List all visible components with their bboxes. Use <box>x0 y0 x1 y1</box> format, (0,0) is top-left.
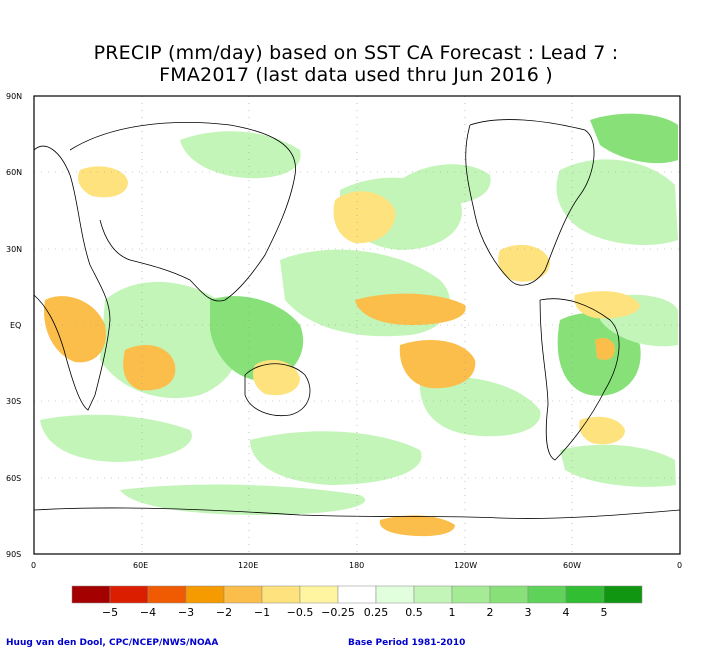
wet-region-north-pacific <box>400 164 491 205</box>
dry-region-north-america <box>498 244 550 282</box>
colorbar-swatch <box>375 585 415 604</box>
graticule <box>34 96 680 554</box>
footer-credit: Huug van den Dool, CPC/NCEP/NWS/NOAA <box>6 638 219 648</box>
lon-label-0-right: 0 <box>677 561 682 570</box>
longitude-labels: 0 60E 120E 180 120W 60W 0 <box>31 561 682 570</box>
wet-region-southern-ocean-4 <box>560 444 676 487</box>
colorbar-swatch <box>147 585 187 604</box>
colorbar-label: −5 <box>102 606 118 619</box>
lon-label-180: 180 <box>349 561 364 570</box>
lon-label-120w: 120W <box>454 561 477 570</box>
lat-label-90n: 90N <box>6 92 22 101</box>
lat-label-30s: 30S <box>6 397 21 406</box>
colorbar-swatch <box>413 585 453 604</box>
map-title-line-1: PRECIP (mm/day) based on SST CA Forecast… <box>93 42 619 64</box>
colorbar-swatch <box>223 585 263 604</box>
colorbar-swatch <box>603 585 643 604</box>
dry-region-east-pacific-north <box>355 293 466 325</box>
colorbar-label: 1 <box>449 606 456 619</box>
dry-region-atlantic <box>574 291 640 319</box>
colorbar-swatch <box>527 585 567 604</box>
wet-region-antarctic-fringe <box>120 484 366 515</box>
anomaly-shading <box>40 113 678 537</box>
coastline-south-america <box>539 298 620 461</box>
dry-region-australia <box>253 359 300 396</box>
colorbar-label: 0.25 <box>364 606 389 619</box>
dry-region-eurasia <box>78 166 128 198</box>
lon-label-60e: 60E <box>133 561 148 570</box>
map-title-line-2: FMA2017 (last data used thru Jun 2016 ) <box>159 64 553 86</box>
colorbar-swatch <box>71 585 111 604</box>
colorbar-swatch <box>261 585 301 604</box>
wet-region-southern-ocean-2 <box>250 431 422 485</box>
dry-region-brazil <box>595 338 615 360</box>
wet-region-southern-ocean-3 <box>419 376 541 437</box>
colorbar-label: 3 <box>525 606 532 619</box>
wet-region-maritime-continent <box>210 296 304 381</box>
dry-region-indian-ocean <box>123 345 176 391</box>
map-border <box>33 95 681 555</box>
coastline-antarctica <box>33 507 681 519</box>
coastline-australia <box>244 363 311 417</box>
colorbar-swatch <box>109 585 149 604</box>
wet-region-north-atlantic <box>556 159 678 245</box>
dry-region-africa <box>44 296 106 363</box>
coastline-africa-europe <box>33 145 111 411</box>
colorbar: −5 −4 −3 −2 −1 −0.5 −0.25 0.25 0.5 1 2 3 4 5 <box>71 585 643 619</box>
wet-region-arctic <box>590 113 678 164</box>
colorbar-label: 2 <box>487 606 494 619</box>
lat-label-60s: 60S <box>6 474 21 483</box>
colorbar-swatch <box>565 585 605 604</box>
colorbar-swatch <box>299 585 339 604</box>
wet-region-southern-ocean-1 <box>40 414 192 462</box>
lat-label-30n: 30N <box>6 245 22 254</box>
lon-label-0-left: 0 <box>31 561 36 570</box>
colorbar-label: 0.5 <box>405 606 423 619</box>
colorbar-swatch <box>451 585 491 604</box>
colorbar-label: −0.25 <box>321 606 355 619</box>
lat-label-90s: 90S <box>6 550 21 559</box>
latitude-labels: 90N 60N 30N EQ 30S 60S 90S <box>6 92 22 559</box>
colorbar-label: 5 <box>601 606 608 619</box>
coastline-asia <box>69 122 296 302</box>
coastline-north-america <box>465 119 595 286</box>
colorbar-label: −4 <box>140 606 156 619</box>
lon-label-120e: 120E <box>238 561 258 570</box>
dry-region-east-pacific-south <box>399 340 476 389</box>
dry-region-south-atlantic <box>579 416 625 445</box>
dry-region-antarctic <box>379 515 455 537</box>
colorbar-label: 4 <box>563 606 570 619</box>
colorbar-label: −3 <box>178 606 194 619</box>
dry-region-north-pacific <box>333 191 396 244</box>
colorbar-label: −0.5 <box>287 606 314 619</box>
colorbar-label: −1 <box>254 606 270 619</box>
lon-label-60w: 60W <box>563 561 581 570</box>
wet-region-siberia <box>180 131 301 179</box>
colorbar-label: −2 <box>216 606 232 619</box>
lat-label-eq: EQ <box>10 321 21 330</box>
colorbar-swatch <box>337 585 377 604</box>
map-area <box>33 95 681 555</box>
footer-base-period: Base Period 1981-2010 <box>348 638 466 648</box>
colorbar-swatch <box>185 585 225 604</box>
lat-label-60n: 60N <box>6 168 22 177</box>
colorbar-swatch <box>489 585 529 604</box>
coastlines <box>33 119 681 519</box>
